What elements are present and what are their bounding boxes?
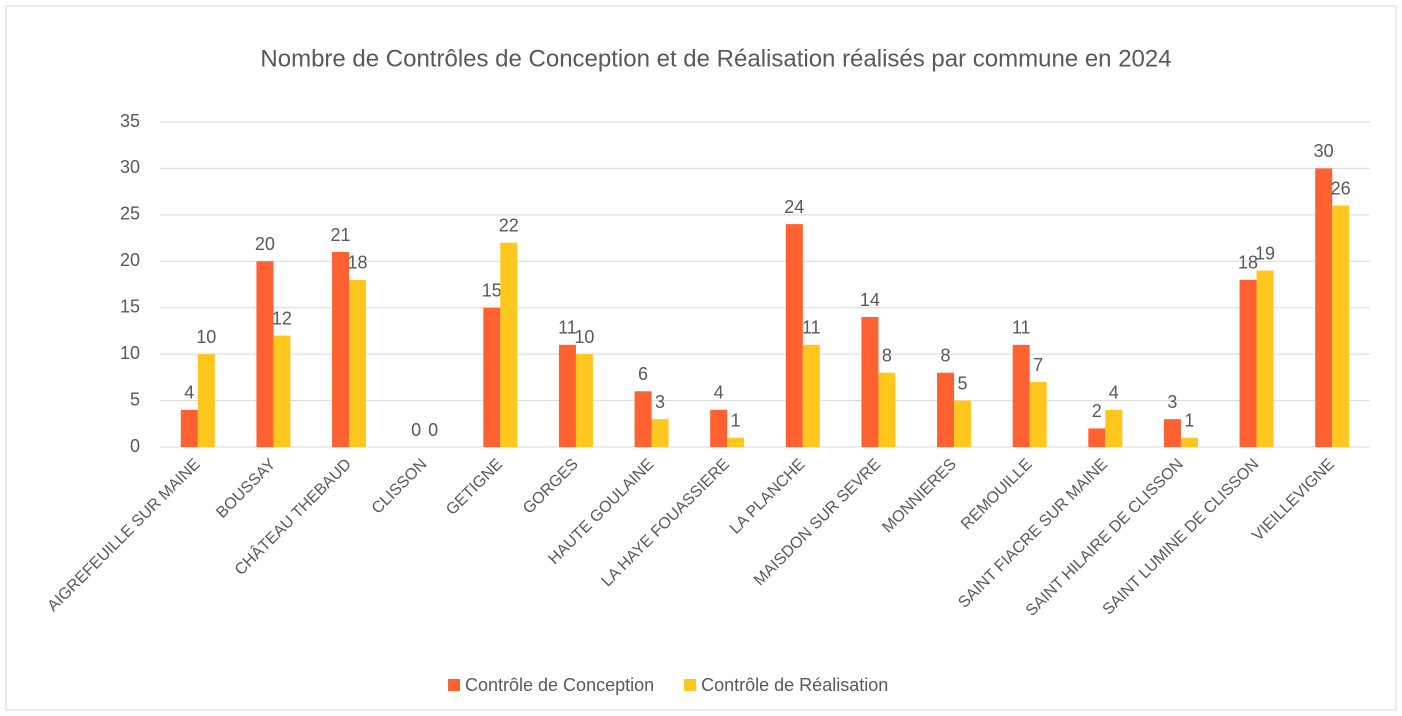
legend-label: Contrôle de Conception <box>465 675 654 695</box>
bar <box>180 409 198 447</box>
data-label: 0 <box>411 420 421 440</box>
data-label: 11 <box>802 318 821 338</box>
bar <box>937 372 955 447</box>
data-label: 7 <box>1033 355 1043 375</box>
legend-swatch <box>448 679 460 691</box>
data-label: 0 <box>428 420 438 440</box>
bar <box>651 419 669 447</box>
bar <box>332 252 350 447</box>
data-label: 20 <box>255 234 275 254</box>
data-label: 1 <box>731 410 741 430</box>
bar <box>1315 168 1333 447</box>
data-label: 12 <box>272 308 292 328</box>
bar <box>878 372 896 447</box>
chart-border <box>5 5 1397 711</box>
y-tick-label: 0 <box>130 436 140 456</box>
data-label: 5 <box>958 373 968 393</box>
bar <box>1332 205 1350 447</box>
data-label: 30 <box>1314 141 1334 161</box>
bar <box>861 317 879 447</box>
bar <box>273 335 291 447</box>
data-label: 4 <box>184 383 194 403</box>
y-tick-label: 5 <box>130 389 140 409</box>
data-label: 11 <box>1012 318 1031 338</box>
bar <box>1256 270 1274 447</box>
bar <box>1088 428 1106 447</box>
bar <box>1012 344 1030 447</box>
bar <box>1239 279 1257 447</box>
data-label: 21 <box>331 225 351 245</box>
legend-swatch <box>684 679 697 691</box>
data-label: 14 <box>860 290 880 310</box>
data-label: 10 <box>574 327 594 347</box>
bar <box>785 224 803 447</box>
data-label: 19 <box>1255 243 1275 263</box>
bar <box>710 409 728 447</box>
bar <box>558 344 576 447</box>
bar <box>1029 382 1047 447</box>
bar <box>954 400 972 447</box>
bar <box>1180 437 1198 447</box>
bar <box>1163 419 1181 447</box>
data-label: 11 <box>558 318 577 338</box>
chart-title: Nombre de Contrôles de Conception et de … <box>260 45 1171 72</box>
y-tick-label: 25 <box>120 204 140 224</box>
data-label: 6 <box>638 364 648 384</box>
bar <box>1105 409 1123 447</box>
data-label: 18 <box>348 253 368 273</box>
bar <box>197 354 215 447</box>
data-label: 3 <box>1167 392 1177 412</box>
data-label: 15 <box>482 280 502 300</box>
bar <box>634 391 652 447</box>
data-label: 4 <box>714 383 724 403</box>
bar <box>256 261 274 447</box>
bar <box>500 242 518 447</box>
y-tick-label: 30 <box>120 157 140 177</box>
bar <box>727 437 745 447</box>
data-label: 3 <box>655 392 665 412</box>
bar <box>349 279 367 447</box>
bar <box>483 307 501 447</box>
data-label: 4 <box>1109 383 1119 403</box>
y-tick-label: 10 <box>120 343 140 363</box>
bar <box>802 344 820 447</box>
data-label: 26 <box>1331 178 1351 198</box>
data-label: 18 <box>1238 253 1258 273</box>
y-tick-label: 20 <box>120 250 140 270</box>
legend-label: Contrôle de Réalisation <box>701 675 888 695</box>
data-label: 2 <box>1092 401 1102 421</box>
y-tick-label: 35 <box>120 111 140 131</box>
data-label: 24 <box>784 197 804 217</box>
data-label: 22 <box>499 215 519 235</box>
data-label: 1 <box>1184 410 1194 430</box>
bar <box>575 354 593 447</box>
y-tick-label: 15 <box>120 296 140 316</box>
data-label: 8 <box>941 345 951 365</box>
data-label: 8 <box>882 345 892 365</box>
data-label: 10 <box>196 327 216 347</box>
